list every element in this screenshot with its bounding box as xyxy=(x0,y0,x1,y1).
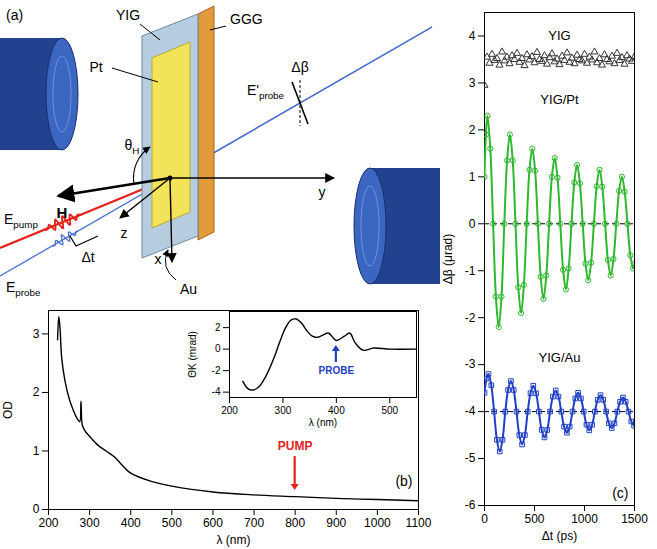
svg-text:-6: -6 xyxy=(465,498,476,512)
svg-text:1: 1 xyxy=(469,170,476,184)
svg-text:y: y xyxy=(319,184,326,200)
svg-text:3: 3 xyxy=(469,76,476,90)
svg-text:λ (nm): λ (nm) xyxy=(217,533,251,547)
svg-text:θH: θH xyxy=(125,137,140,156)
svg-text:1500: 1500 xyxy=(621,512,648,526)
svg-text:-4: -4 xyxy=(465,404,476,418)
svg-text:ΘK (mrad): ΘK (mrad) xyxy=(187,331,198,378)
svg-text:Δβ: Δβ xyxy=(291,59,308,75)
svg-text:YIG: YIG xyxy=(548,28,570,43)
svg-text:GGG: GGG xyxy=(230,11,263,27)
svg-text:300: 300 xyxy=(275,405,292,416)
svg-text:500: 500 xyxy=(381,405,398,416)
svg-text:400: 400 xyxy=(328,405,345,416)
svg-text:-4: -4 xyxy=(212,386,221,397)
svg-text:1000: 1000 xyxy=(364,516,391,530)
svg-text:2: 2 xyxy=(33,385,40,399)
svg-text:PROBE: PROBE xyxy=(319,365,355,376)
svg-text:600: 600 xyxy=(203,516,223,530)
svg-text:λ (nm): λ (nm) xyxy=(309,417,337,428)
svg-text:300: 300 xyxy=(80,516,100,530)
svg-text:Pt: Pt xyxy=(89,59,102,75)
svg-text:200: 200 xyxy=(38,516,58,530)
svg-text:1100: 1100 xyxy=(406,516,432,530)
svg-text:0: 0 xyxy=(469,217,476,231)
svg-text:-2: -2 xyxy=(465,311,476,325)
svg-text:(c): (c) xyxy=(612,485,628,501)
svg-text:2: 2 xyxy=(215,322,221,333)
svg-text:2: 2 xyxy=(469,123,476,137)
svg-text:200: 200 xyxy=(221,405,238,416)
svg-text:YIG/Au: YIG/Au xyxy=(539,350,581,365)
svg-text:Epump: Epump xyxy=(4,211,38,230)
svg-text:400: 400 xyxy=(121,516,141,530)
svg-text:YIG: YIG xyxy=(116,7,140,23)
svg-text:-2: -2 xyxy=(212,365,221,376)
svg-text:0: 0 xyxy=(481,512,488,526)
svg-text:900: 900 xyxy=(326,516,346,530)
svg-text:500: 500 xyxy=(524,512,544,526)
svg-text:0: 0 xyxy=(33,502,40,516)
svg-text:E'probe: E'probe xyxy=(247,82,285,101)
svg-text:-5: -5 xyxy=(465,451,476,465)
svg-text:Δt: Δt xyxy=(81,249,94,265)
svg-text:-3: -3 xyxy=(465,357,476,371)
svg-text:4: 4 xyxy=(469,29,476,43)
svg-text:3: 3 xyxy=(33,327,40,341)
svg-text:0: 0 xyxy=(215,343,221,354)
svg-text:1000: 1000 xyxy=(571,512,598,526)
svg-text:YIG/Pt: YIG/Pt xyxy=(540,92,579,107)
svg-text:Δβ (μrad): Δβ (μrad) xyxy=(441,234,455,285)
svg-text:(b): (b) xyxy=(395,473,412,489)
svg-text:800: 800 xyxy=(285,516,305,530)
svg-text:OD: OD xyxy=(1,401,15,419)
svg-text:(a): (a) xyxy=(6,7,23,23)
svg-text:x: x xyxy=(155,251,162,267)
svg-text:1: 1 xyxy=(33,444,40,458)
svg-text:Δt (ps): Δt (ps) xyxy=(542,529,577,543)
svg-text:H: H xyxy=(57,204,68,221)
svg-text:PUMP: PUMP xyxy=(278,439,313,453)
svg-text:Au: Au xyxy=(180,281,197,297)
svg-text:z: z xyxy=(121,225,128,241)
svg-text:500: 500 xyxy=(162,516,182,530)
svg-text:700: 700 xyxy=(244,516,264,530)
svg-text:Eprobe: Eprobe xyxy=(6,279,41,298)
svg-text:-1: -1 xyxy=(465,264,476,278)
